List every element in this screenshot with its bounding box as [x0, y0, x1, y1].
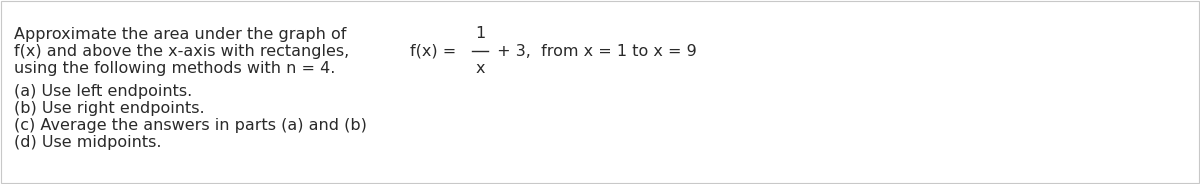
Text: (b) Use right endpoints.: (b) Use right endpoints. [14, 101, 205, 116]
Text: 1: 1 [475, 26, 485, 41]
Text: (c) Average the answers in parts (a) and (b): (c) Average the answers in parts (a) and… [14, 118, 367, 133]
Text: x: x [475, 61, 485, 76]
Text: (d) Use midpoints.: (d) Use midpoints. [14, 135, 162, 150]
Text: using the following methods with n = 4.: using the following methods with n = 4. [14, 61, 335, 76]
Text: Approximate the area under the graph of: Approximate the area under the graph of [14, 27, 347, 42]
Text: + 3,  from x = 1 to x = 9: + 3, from x = 1 to x = 9 [492, 43, 697, 59]
Text: f(x) =: f(x) = [410, 43, 461, 59]
Text: (a) Use left endpoints.: (a) Use left endpoints. [14, 84, 192, 99]
Text: f(x) and above the x-axis with rectangles,: f(x) and above the x-axis with rectangle… [14, 44, 349, 59]
